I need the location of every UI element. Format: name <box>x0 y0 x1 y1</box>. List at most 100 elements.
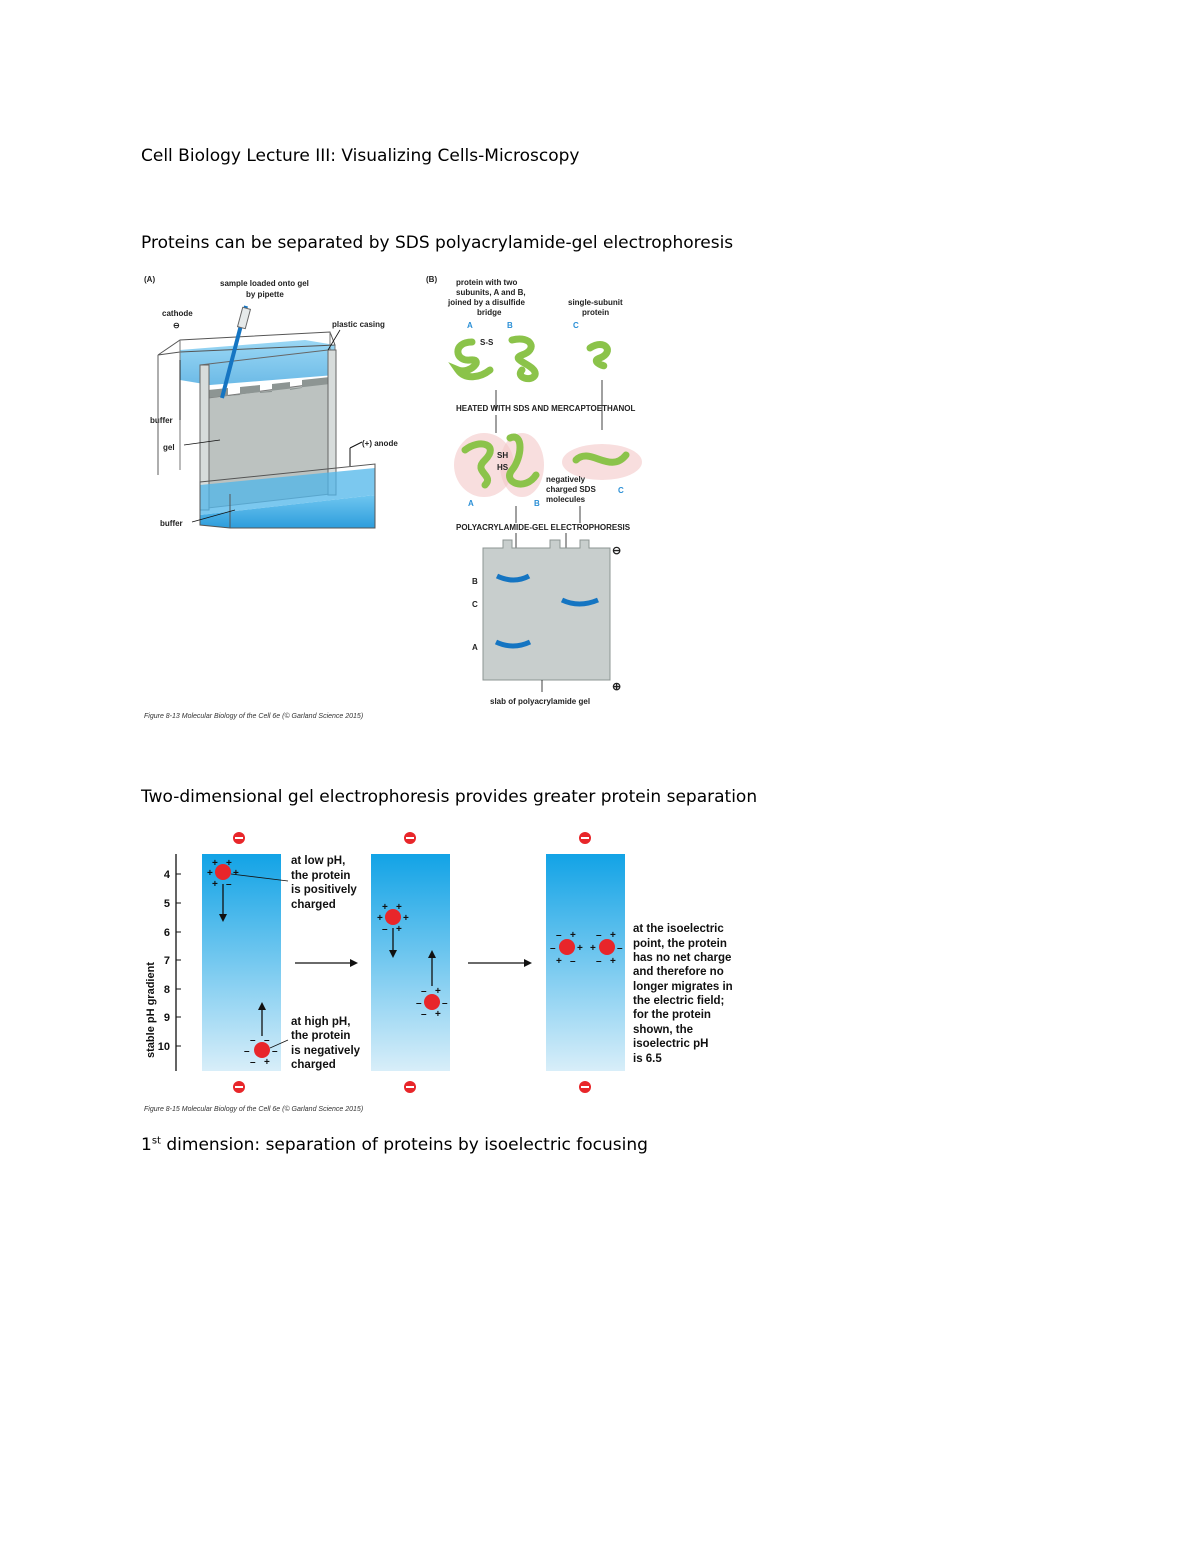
svg-text:–: – <box>244 1046 250 1057</box>
slab-label: slab of polyacrylamide gel <box>490 697 590 706</box>
band-label-a: A <box>472 643 478 652</box>
sds-page-figure: (A) sample loaded onto gel by pipette ca… <box>144 275 642 720</box>
svg-text:+: + <box>435 986 441 997</box>
svg-text:+: + <box>212 879 218 890</box>
svg-text:–: – <box>250 1035 256 1046</box>
label-b-mid: B <box>534 499 540 508</box>
gel-label: gel <box>163 443 175 452</box>
svg-text:is positively: is positively <box>291 884 357 896</box>
gel-strip-3 <box>546 854 625 1071</box>
svg-text:+: + <box>590 943 596 954</box>
svg-text:+: + <box>226 858 232 869</box>
annotation-isoelectric: at the isoelectric point, the protein ha… <box>633 923 733 1065</box>
svg-text:–: – <box>250 1057 256 1068</box>
sh-label: SH <box>497 451 508 460</box>
svg-text:+: + <box>435 1009 441 1020</box>
annotation-high-ph: at high pH, the protein is negatively ch… <box>291 1016 361 1071</box>
ph-ticks: 4 5 6 7 8 9 10 <box>158 869 181 1053</box>
protein-iso-1 <box>559 939 575 955</box>
svg-text:and therefore no: and therefore no <box>633 966 724 978</box>
panel-a-tag: (A) <box>144 275 155 284</box>
svg-text:has no net charge: has no net charge <box>633 952 731 964</box>
label-a-top: A <box>467 321 473 330</box>
protein-low-ph <box>215 864 231 880</box>
section-heading-2d: Two-dimensional gel electrophoresis prov… <box>141 787 758 807</box>
svg-text:–: – <box>382 924 388 935</box>
svg-text:+: + <box>396 902 402 913</box>
section-heading-first-dimension: 1st dimension: separation of proteins by… <box>141 1135 648 1155</box>
svg-text:–: – <box>272 1046 278 1057</box>
label-b-top: B <box>507 321 513 330</box>
cathode-label: cathode <box>162 309 193 318</box>
tick-10: 10 <box>158 1041 170 1053</box>
anode-label: (+) anode <box>362 439 398 448</box>
svg-text:+: + <box>403 913 409 924</box>
svg-text:the protein: the protein <box>291 870 350 882</box>
svg-text:the electric field;: the electric field; <box>633 995 724 1007</box>
tick-4: 4 <box>164 869 171 881</box>
svg-text:at high pH,: at high pH, <box>291 1016 350 1028</box>
gel-strip-1 <box>202 854 281 1071</box>
figure1-caption: Figure 8-13 Molecular Biology of the Cel… <box>144 712 363 720</box>
gel-minus-sign: ⊖ <box>612 545 621 557</box>
panel-b-tag: (B) <box>426 275 437 284</box>
heated-label: HEATED WITH SDS AND MERCAPTOETHANOL <box>456 404 636 413</box>
neg-l2: charged SDS <box>546 485 596 494</box>
tick-5: 5 <box>164 898 170 910</box>
label-c-top: C <box>573 321 579 330</box>
neg-l3: molecules <box>546 495 586 504</box>
svg-text:point, the protein: point, the protein <box>633 938 727 950</box>
svg-text:+: + <box>577 943 583 954</box>
svg-text:–: – <box>226 879 232 890</box>
svg-text:–: – <box>442 998 448 1009</box>
svg-text:+: + <box>377 913 383 924</box>
single-l2: protein <box>582 308 609 317</box>
svg-text:–: – <box>264 1035 270 1046</box>
svg-text:–: – <box>596 956 602 967</box>
tick-6: 6 <box>164 927 170 939</box>
svg-text:–: – <box>416 998 422 1009</box>
svg-text:–: – <box>596 930 602 941</box>
protein-iso-2 <box>599 939 615 955</box>
neg-l1: negatively <box>546 475 586 484</box>
svg-text:charged: charged <box>291 1059 336 1071</box>
svg-text:isoelectric pH: isoelectric pH <box>633 1038 708 1050</box>
svg-text:the protein: the protein <box>291 1030 350 1042</box>
svg-text:–: – <box>556 930 562 941</box>
band-label-c: C <box>472 600 478 609</box>
svg-text:for the protein: for the protein <box>633 1009 711 1021</box>
plastic-casing-label: plastic casing <box>332 320 385 329</box>
svg-text:+: + <box>207 868 213 879</box>
svg-text:+: + <box>264 1057 270 1068</box>
two-subunit-l1: protein with two <box>456 278 517 287</box>
electrode-minus-signs <box>233 832 591 1093</box>
protein-coils-denatured <box>454 433 642 497</box>
svg-text:+: + <box>396 924 402 935</box>
cathode-sign: ⊖ <box>173 321 180 330</box>
label-a-mid: A <box>468 499 474 508</box>
disulfide-label: S-S <box>480 338 494 347</box>
svg-text:–: – <box>617 943 623 954</box>
svg-text:+: + <box>233 868 239 879</box>
gel-plus-sign: ⊕ <box>612 681 621 693</box>
svg-text:+: + <box>212 858 218 869</box>
svg-text:–: – <box>570 956 576 967</box>
single-l1: single-subunit <box>568 298 623 307</box>
section-heading-sds: Proteins can be separated by SDS polyacr… <box>141 233 734 253</box>
protein-mid-1 <box>385 909 401 925</box>
hs-label: HS <box>497 463 509 472</box>
svg-text:shown, the: shown, the <box>633 1024 693 1036</box>
gel-strip-2 <box>371 854 450 1071</box>
svg-text:at low pH,: at low pH, <box>291 855 345 867</box>
tick-9: 9 <box>164 1012 170 1024</box>
svg-text:–: – <box>421 986 427 997</box>
electrophoresis-apparatus <box>157 305 376 529</box>
svg-text:+: + <box>382 902 388 913</box>
svg-text:+: + <box>610 930 616 941</box>
annotation-low-ph: at low pH, the protein is positively cha… <box>291 855 357 911</box>
svg-text:+: + <box>556 956 562 967</box>
axis-label: stable pH gradient <box>145 962 157 1058</box>
tick-7: 7 <box>164 955 170 967</box>
two-subunit-l4: bridge <box>477 308 502 317</box>
sample-label-2: by pipette <box>246 290 284 299</box>
